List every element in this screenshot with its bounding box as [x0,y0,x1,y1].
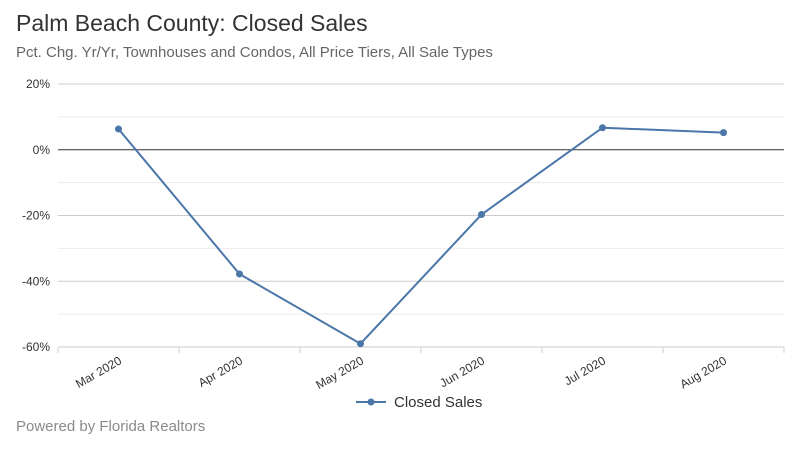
y-tick-label: -40% [22,274,50,288]
x-tick-label: May 2020 [313,353,366,392]
data-point[interactable] [599,124,606,132]
y-tick-label: -20% [22,209,50,223]
gridlines [58,83,784,348]
y-tick-label: 0% [33,143,51,157]
x-tick-label: Mar 2020 [73,353,124,391]
data-point[interactable] [115,125,122,133]
data-point[interactable] [478,211,485,219]
data-point[interactable] [236,270,243,278]
y-axis: 20% 0% -20% -40% -60% [22,77,50,354]
x-axis: Mar 2020 Apr 2020 May 2020 Jun 2020 Jul 2020… [57,347,785,392]
y-tick-label: -60% [22,340,50,354]
series-closed-sales [115,124,727,348]
legend-label[interactable]: Closed Sales [394,394,482,411]
data-point[interactable] [720,129,727,137]
credit-text: Powered by Florida Realtors [16,418,206,435]
series-line [117,126,724,345]
x-tick-label: Jul 2020 [562,353,609,388]
data-point[interactable] [357,340,364,348]
legend-marker [367,398,375,406]
x-tick-label: Aug 2020 [677,353,729,391]
y-tick-label: 20% [26,77,50,91]
chart-title: Palm Beach County: Closed Sales [16,10,368,36]
legend[interactable]: Closed Sales [356,394,482,411]
x-tick-label: Jun 2020 [437,353,487,390]
chart-subtitle: Pct. Chg. Yr/Yr, Townhouses and Condos, … [16,44,493,61]
x-tick-label: Apr 2020 [196,353,245,390]
